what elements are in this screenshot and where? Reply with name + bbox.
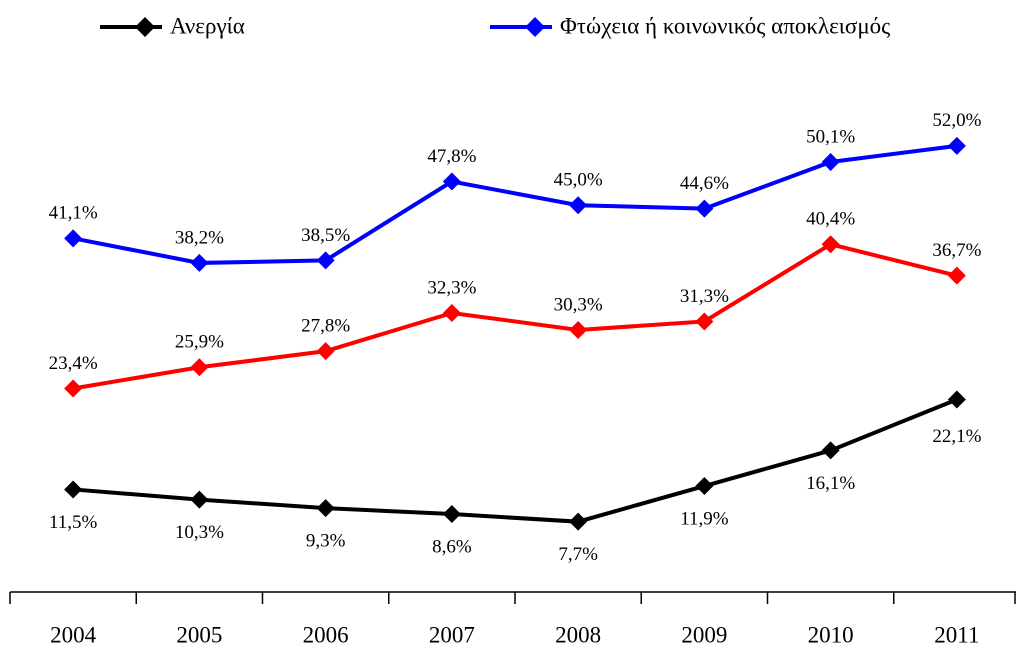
marker — [947, 390, 966, 409]
marker — [190, 253, 209, 272]
data-label: 7,7% — [558, 544, 598, 565]
marker — [316, 251, 335, 270]
data-label: 41,1% — [49, 203, 98, 224]
data-label: 22,1% — [932, 426, 981, 447]
data-label: 11,9% — [680, 508, 729, 529]
data-label: 32,3% — [427, 277, 476, 298]
marker — [64, 480, 83, 499]
marker — [64, 229, 83, 248]
marker — [190, 490, 209, 509]
x-tick-label: 2011 — [934, 622, 979, 647]
data-label: 38,2% — [175, 227, 224, 248]
legend-label: Ανεργία — [170, 13, 245, 38]
series-line — [72, 143, 958, 265]
data-label: 40,4% — [806, 209, 855, 230]
marker — [316, 342, 335, 361]
marker — [695, 312, 714, 331]
marker — [947, 266, 966, 285]
data-label: 8,6% — [432, 536, 472, 557]
data-label: 36,7% — [932, 240, 981, 261]
marker — [442, 172, 461, 191]
marker — [695, 477, 714, 496]
data-label: 45,0% — [554, 170, 603, 191]
marker — [821, 441, 840, 460]
marker — [190, 358, 209, 377]
marker — [442, 505, 461, 524]
marker — [569, 320, 588, 339]
x-tick-label: 2008 — [555, 622, 601, 647]
data-label: 31,3% — [680, 286, 729, 307]
legend-marker — [135, 17, 155, 37]
x-tick-label: 2005 — [176, 622, 222, 647]
data-label: 52,0% — [932, 110, 981, 131]
data-label: 23,4% — [49, 353, 98, 374]
x-tick-label: 2009 — [681, 622, 727, 647]
x-tick-label: 2010 — [808, 622, 854, 647]
x-tick-label: 2006 — [303, 622, 349, 647]
data-label: 30,3% — [554, 294, 603, 315]
marker — [821, 152, 840, 171]
marker — [569, 512, 588, 531]
data-label: 44,6% — [680, 173, 729, 194]
data-label: 38,5% — [301, 225, 350, 246]
marker — [64, 379, 83, 398]
series-line — [72, 397, 958, 524]
data-label: 10,3% — [175, 522, 224, 543]
data-label: 27,8% — [301, 316, 350, 337]
marker — [947, 136, 966, 155]
x-tick-label: 2007 — [429, 622, 475, 647]
marker — [569, 196, 588, 215]
data-label: 16,1% — [806, 473, 855, 494]
x-tick-label: 2004 — [50, 622, 97, 647]
marker — [442, 303, 461, 322]
marker — [695, 199, 714, 218]
series-line — [72, 242, 958, 391]
data-label: 50,1% — [806, 126, 855, 147]
marker — [821, 235, 840, 254]
legend-marker — [525, 17, 545, 37]
data-label: 47,8% — [427, 146, 476, 167]
data-label: 25,9% — [175, 332, 224, 353]
data-label: 9,3% — [306, 530, 346, 551]
legend-label: Φτώχεια ή κοινωνικός αποκλεισμός — [560, 13, 890, 38]
data-label: 11,5% — [49, 512, 98, 533]
marker — [316, 499, 335, 518]
